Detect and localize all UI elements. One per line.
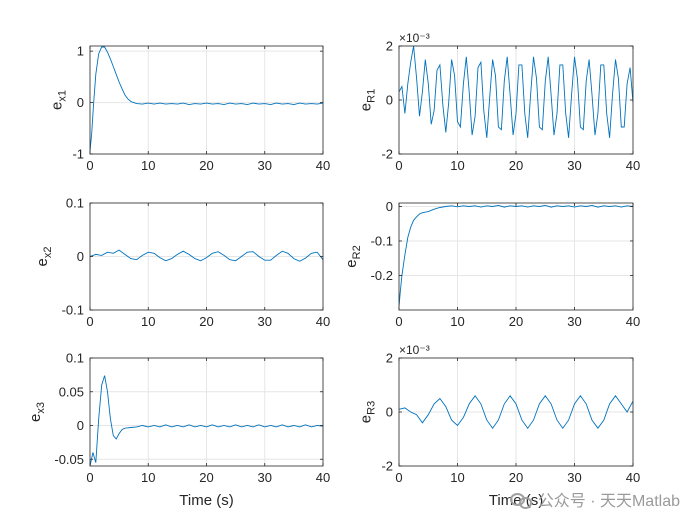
y-tick-label: -0.1 bbox=[62, 303, 84, 318]
x-tick-label: 40 bbox=[316, 158, 330, 173]
x-tick-label: 0 bbox=[86, 158, 93, 173]
x-tick-label: 30 bbox=[567, 470, 581, 485]
y-tick-label: 0.05 bbox=[59, 384, 84, 399]
x-tick-label: 40 bbox=[626, 314, 640, 329]
y-tick-label: 0.1 bbox=[66, 351, 84, 366]
x-tick-label: 10 bbox=[141, 470, 155, 485]
y-tick-label: -0.05 bbox=[54, 452, 84, 467]
x-tick-label: 10 bbox=[450, 470, 464, 485]
y-exponent-label: ×10⁻³ bbox=[399, 343, 430, 357]
y-tick-label: 0.1 bbox=[66, 196, 84, 211]
y-exponent-label: ×10⁻³ bbox=[399, 31, 430, 45]
x-tick-label: 20 bbox=[509, 470, 523, 485]
y-tick-label: -0.2 bbox=[371, 268, 393, 283]
series-line-x2 bbox=[90, 249, 323, 262]
series-line-R1 bbox=[399, 46, 633, 138]
x-tick-label: 10 bbox=[450, 314, 464, 329]
y-tick-label: -2 bbox=[381, 147, 393, 162]
series-line-R2 bbox=[399, 204, 633, 307]
y-tick-label: 2 bbox=[386, 39, 393, 54]
y-axis-label: ex1 bbox=[49, 90, 69, 110]
y-tick-label: -0.1 bbox=[371, 233, 393, 248]
x-tick-label: 40 bbox=[626, 470, 640, 485]
y-tick-label: 1 bbox=[77, 44, 84, 59]
x-tick-label: 40 bbox=[316, 314, 330, 329]
x-tick-label: 0 bbox=[395, 314, 402, 329]
y-axis-label: eR1 bbox=[358, 89, 378, 111]
y-tick-label: 0 bbox=[77, 95, 84, 110]
watermark: 公众号 · 天天Matlab bbox=[509, 487, 680, 511]
x-tick-label: 20 bbox=[509, 158, 523, 173]
x-tick-label: 0 bbox=[86, 470, 93, 485]
y-tick-label: -1 bbox=[72, 147, 84, 162]
x-tick-label: 40 bbox=[626, 158, 640, 173]
y-tick-label: 0 bbox=[386, 405, 393, 420]
x-tick-label: 30 bbox=[258, 470, 272, 485]
series-line-x3 bbox=[90, 375, 323, 466]
y-tick-label: -2 bbox=[381, 459, 393, 474]
x-tick-label: 0 bbox=[86, 314, 93, 329]
x-tick-label: 30 bbox=[258, 314, 272, 329]
x-tick-label: 30 bbox=[258, 158, 272, 173]
x-tick-label: 30 bbox=[567, 314, 581, 329]
subplot-R2: 0 10 20 30 40 -0.2 -0.1 0 eR2 bbox=[343, 199, 640, 329]
series-line-x1 bbox=[90, 46, 323, 152]
y-tick-label: 0 bbox=[77, 418, 84, 433]
y-axis-label: ex3 bbox=[27, 402, 47, 422]
x-tick-label: 20 bbox=[199, 314, 213, 329]
x-tick-label: 10 bbox=[450, 158, 464, 173]
series-line-R3 bbox=[399, 395, 633, 429]
wechat-icon bbox=[509, 491, 532, 509]
y-axis-label: eR3 bbox=[358, 401, 378, 423]
y-tick-label: 0 bbox=[386, 93, 393, 108]
x-tick-label: 0 bbox=[395, 470, 402, 485]
x-tick-label: 40 bbox=[316, 470, 330, 485]
y-tick-label: 2 bbox=[386, 351, 393, 366]
x-tick-label: 10 bbox=[141, 314, 155, 329]
x-tick-label: 0 bbox=[395, 158, 402, 173]
x-tick-label: 10 bbox=[141, 158, 155, 173]
x-tick-label: 20 bbox=[199, 158, 213, 173]
y-axis-label: eR2 bbox=[343, 245, 363, 267]
y-tick-label: 0 bbox=[386, 199, 393, 214]
x-tick-label: 30 bbox=[567, 158, 581, 173]
x-tick-label: 20 bbox=[199, 470, 213, 485]
y-axis-label: ex2 bbox=[34, 247, 54, 267]
x-axis-label: Time (s) bbox=[179, 492, 233, 509]
y-tick-label: 0 bbox=[77, 249, 84, 264]
watermark-text: 公众号 · 天天Matlab bbox=[537, 493, 680, 510]
x-tick-label: 20 bbox=[509, 314, 523, 329]
